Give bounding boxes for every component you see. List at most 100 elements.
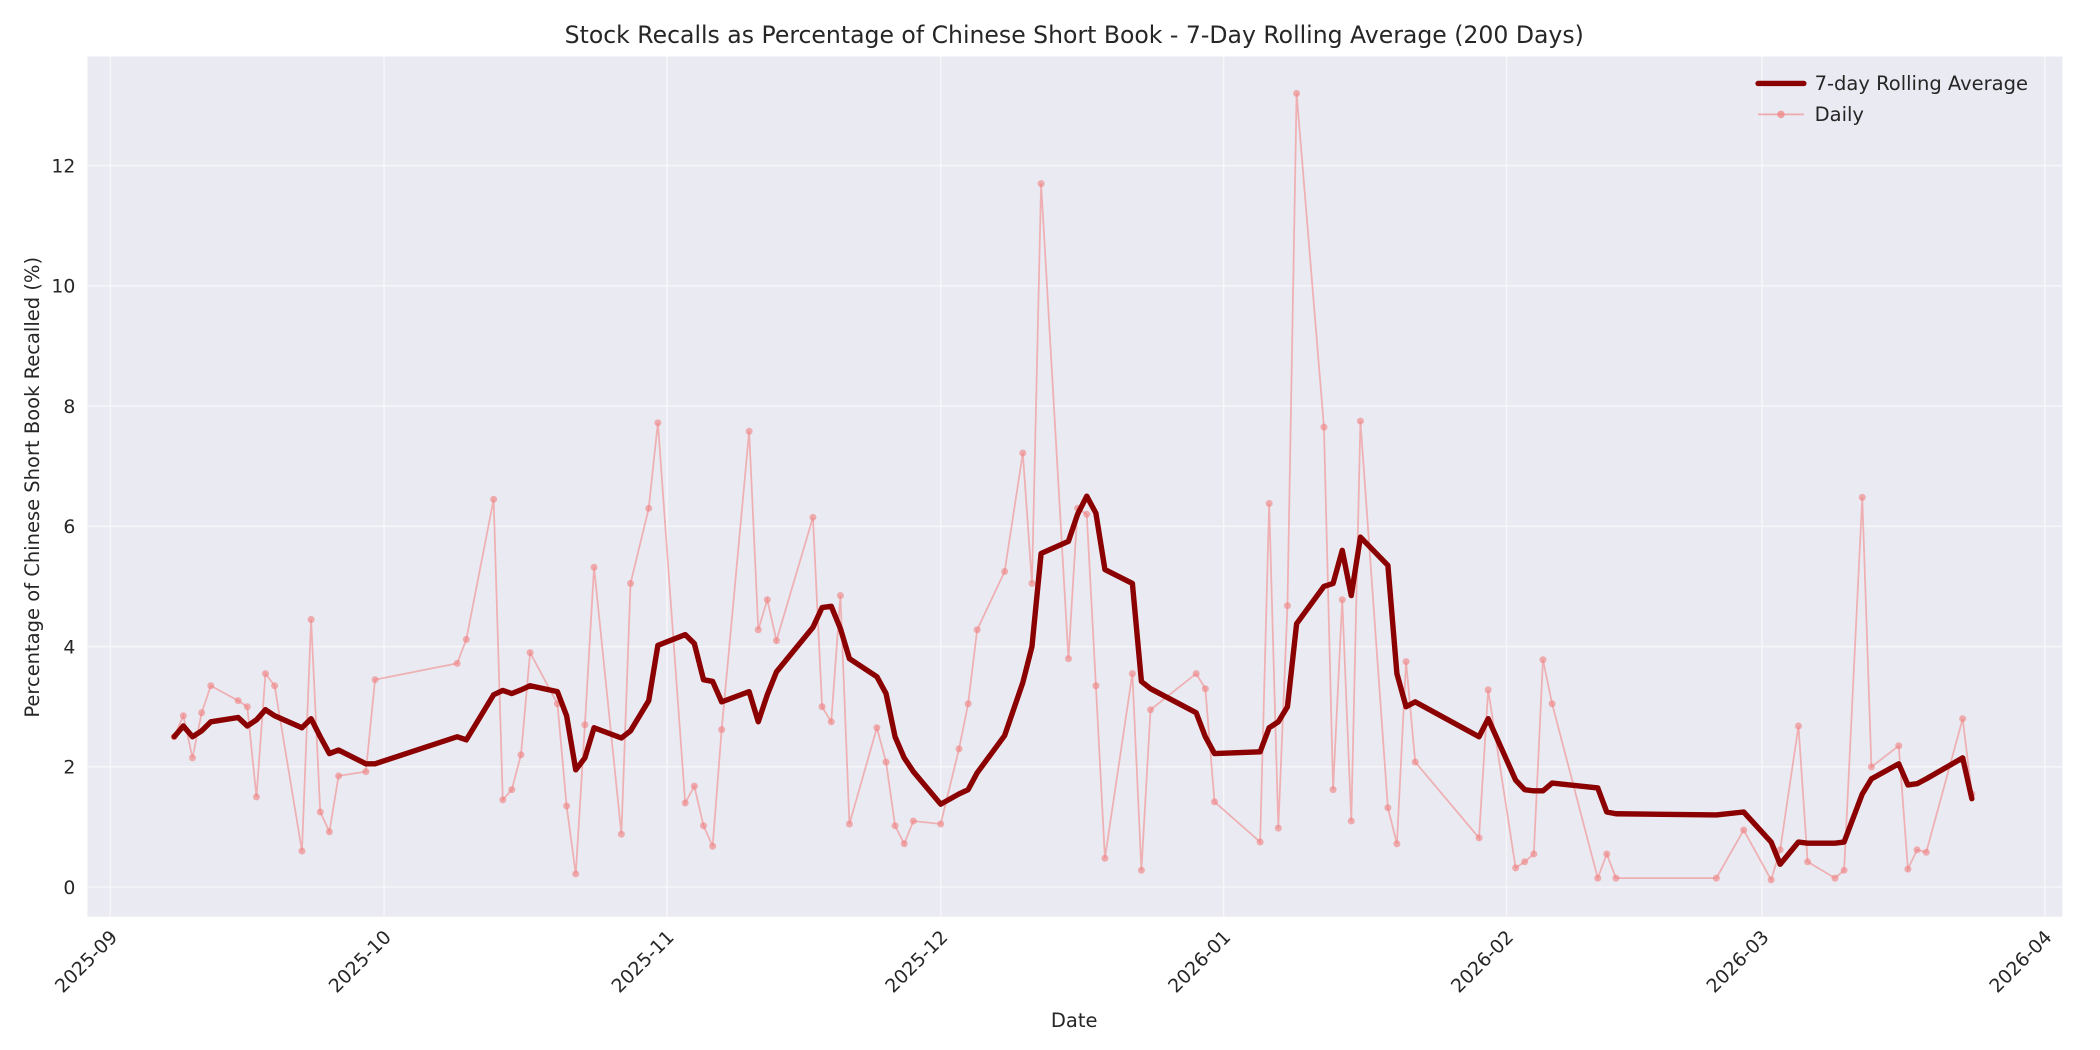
y-axis-ticks: 0 2 4 6 8 10 12 xyxy=(51,156,75,899)
x-tick-label: 2026-04 xyxy=(1986,927,2056,997)
daily-point xyxy=(1411,758,1419,766)
daily-point xyxy=(763,596,771,604)
daily-point xyxy=(1338,596,1346,604)
daily-point xyxy=(836,592,844,600)
y-tick-label: 4 xyxy=(63,637,75,658)
daily-point xyxy=(681,799,689,807)
daily-point xyxy=(718,726,726,734)
daily-point xyxy=(709,842,717,850)
daily-point xyxy=(490,495,498,503)
x-axis-label: Date xyxy=(1051,1009,1098,1032)
daily-point xyxy=(1283,602,1291,610)
daily-point xyxy=(1895,742,1903,750)
y-tick-label: 6 xyxy=(63,517,75,538)
daily-point xyxy=(900,840,908,848)
daily-point xyxy=(1101,854,1109,862)
daily-series xyxy=(170,89,1976,884)
daily-point xyxy=(1329,786,1337,794)
daily-point xyxy=(207,682,215,690)
daily-point xyxy=(654,419,662,427)
daily-point xyxy=(1794,722,1802,730)
daily-point xyxy=(1019,449,1027,457)
x-tick-label: 2025-12 xyxy=(882,927,952,997)
daily-point xyxy=(964,700,972,708)
daily-point xyxy=(745,427,753,435)
daily-point xyxy=(772,637,780,645)
daily-point xyxy=(1028,579,1036,587)
daily-point xyxy=(307,616,315,623)
daily-point xyxy=(243,703,251,711)
daily-point xyxy=(1347,817,1355,825)
daily-point xyxy=(1767,876,1775,884)
daily-point xyxy=(1128,670,1136,678)
daily-point xyxy=(1092,682,1100,690)
x-tick-label: 2026-02 xyxy=(1448,927,1518,997)
daily-point xyxy=(1840,866,1848,874)
plot-area xyxy=(87,56,2063,917)
daily-point xyxy=(1904,865,1912,873)
daily-point xyxy=(1475,834,1483,842)
daily-point xyxy=(362,768,370,776)
daily-point xyxy=(1402,658,1410,666)
chart-title: Stock Recalls as Percentage of Chinese S… xyxy=(565,21,1584,49)
daily-point xyxy=(1712,874,1720,882)
daily-point xyxy=(617,830,625,838)
y-tick-label: 0 xyxy=(63,878,75,899)
daily-point xyxy=(891,822,899,830)
y-tick-label: 2 xyxy=(63,758,75,779)
daily-point xyxy=(882,758,890,766)
daily-point xyxy=(1804,858,1812,866)
daily-point xyxy=(627,579,635,587)
daily-point xyxy=(845,820,853,828)
daily-point xyxy=(1776,846,1784,854)
daily-point xyxy=(188,754,196,762)
daily-point xyxy=(1293,89,1301,97)
daily-point xyxy=(1320,423,1328,431)
daily-point xyxy=(1037,180,1045,188)
daily-point xyxy=(581,721,589,729)
daily-point xyxy=(937,820,945,828)
daily-point xyxy=(179,712,187,720)
daily-point xyxy=(1083,510,1091,518)
daily-point xyxy=(873,724,881,732)
daily-point xyxy=(955,745,963,753)
daily-point xyxy=(325,828,333,836)
daily-point xyxy=(1548,700,1556,708)
daily-markers xyxy=(170,89,1976,884)
daily-point xyxy=(261,670,269,678)
daily-point xyxy=(1001,567,1009,575)
daily-point xyxy=(563,802,571,810)
daily-point xyxy=(1393,840,1401,848)
daily-point xyxy=(335,772,343,780)
legend-rolling-label: 7-day Rolling Average xyxy=(1815,72,2028,95)
legend: 7-day Rolling Average Daily xyxy=(1755,72,2028,126)
daily-point xyxy=(973,626,981,634)
daily-point xyxy=(572,870,580,878)
daily-point xyxy=(809,513,817,521)
daily-point xyxy=(1539,656,1547,664)
daily-point xyxy=(1858,493,1866,501)
daily-point xyxy=(1147,706,1155,714)
daily-point xyxy=(517,751,525,759)
daily-point xyxy=(1959,715,1967,723)
daily-point xyxy=(1922,848,1930,856)
y-tick-label: 10 xyxy=(51,277,75,298)
daily-point xyxy=(1867,763,1875,771)
daily-point xyxy=(499,796,507,804)
daily-point xyxy=(1913,846,1921,854)
daily-point xyxy=(590,563,598,571)
x-tick-label: 2026-01 xyxy=(1165,927,1235,997)
daily-point xyxy=(371,676,379,684)
daily-point xyxy=(1831,874,1839,882)
daily-point xyxy=(754,626,762,634)
daily-point xyxy=(453,659,461,667)
x-tick-label: 2026-03 xyxy=(1703,927,1773,997)
legend-daily-label: Daily xyxy=(1815,103,1864,126)
daily-point xyxy=(690,782,698,790)
y-axis-label: Percentage of Chinese Short Book Recalle… xyxy=(21,257,44,718)
daily-point xyxy=(1274,824,1282,832)
gridlines xyxy=(87,56,2063,917)
x-tick-label: 2025-10 xyxy=(325,927,395,997)
daily-point xyxy=(1211,798,1219,806)
y-tick-label: 8 xyxy=(63,397,75,418)
